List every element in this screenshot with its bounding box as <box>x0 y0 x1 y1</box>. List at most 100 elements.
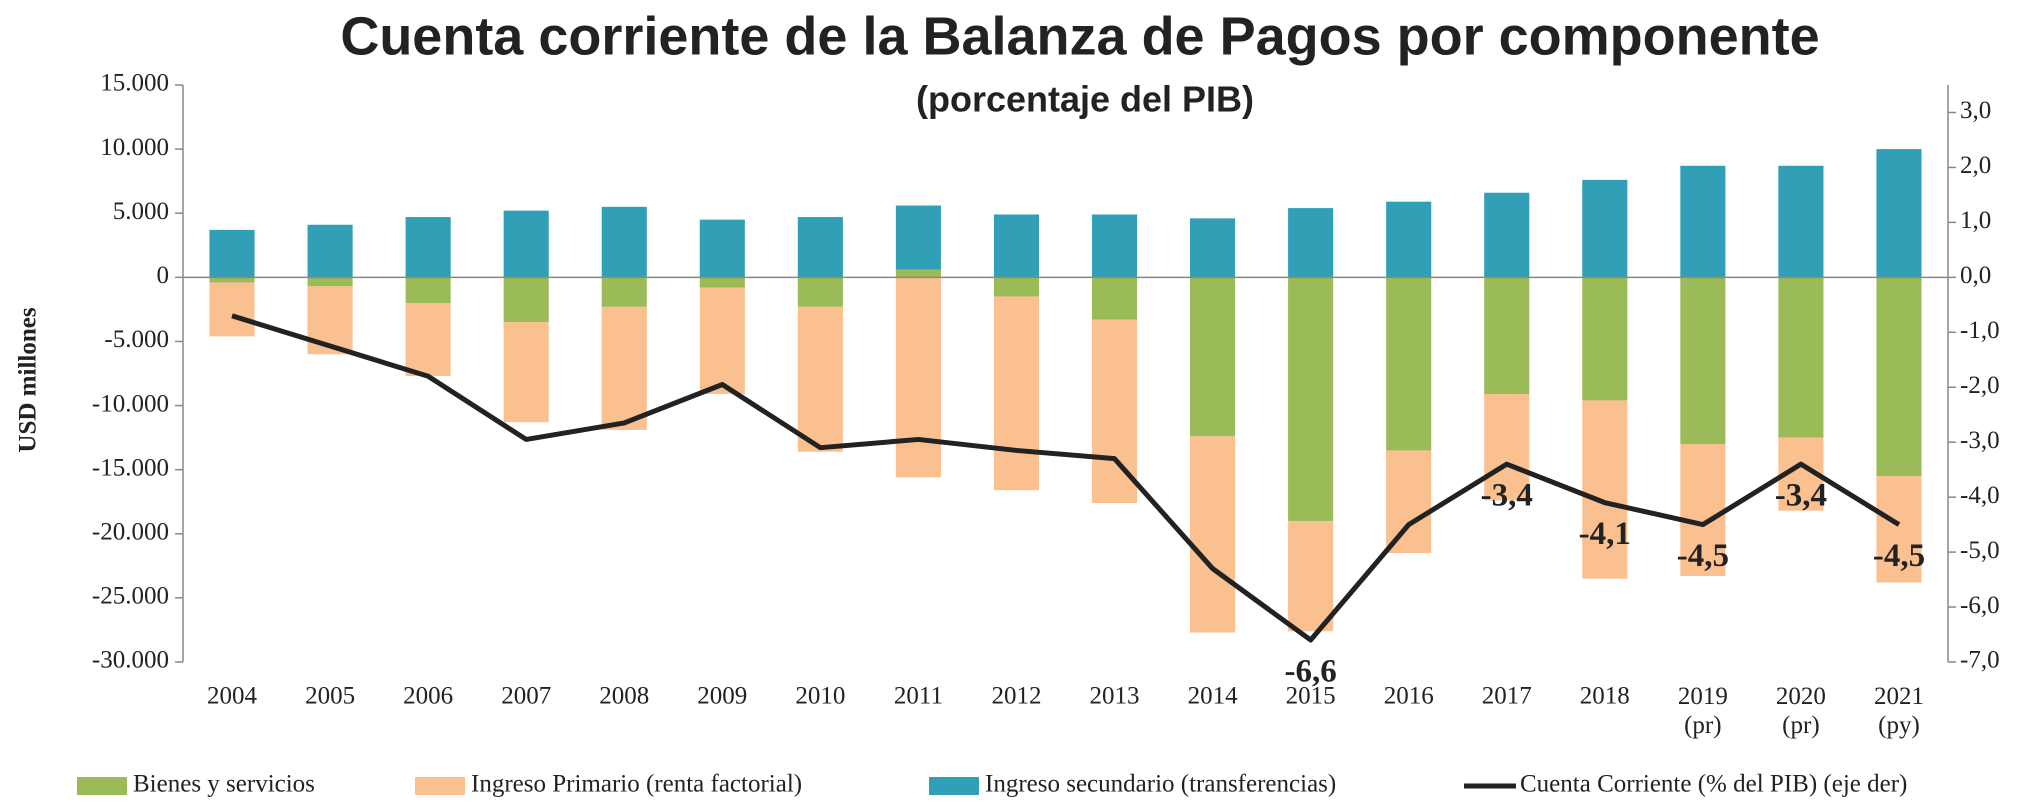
bar <box>405 302 451 377</box>
data-label: -4,5 <box>1677 538 1729 574</box>
y-axis-title: USD millones <box>15 307 42 452</box>
x-tick-label: 2004 <box>207 683 258 710</box>
y-tick-label: 10.000 <box>100 134 169 161</box>
x-tick-label: 2017 <box>1482 683 1532 710</box>
x-tick-label: 2005 <box>305 683 355 710</box>
x-tick-label: 2011 <box>894 683 943 710</box>
bar <box>405 217 451 278</box>
bar <box>503 322 549 423</box>
bar <box>307 277 353 287</box>
bar <box>601 306 647 430</box>
x-tick-label: 2020 (pr) <box>1776 683 1826 739</box>
bar <box>1582 277 1628 401</box>
y2-tick-label: -4,0 <box>1960 482 2000 509</box>
y2-tick-label: -3,0 <box>1960 427 2000 454</box>
legend-swatch <box>929 777 979 795</box>
bar <box>307 224 353 278</box>
x-tick-label: 2009 <box>697 683 747 710</box>
bar <box>209 229 255 278</box>
y2-tick-label: 1,0 <box>1960 207 1991 234</box>
bar <box>993 277 1040 297</box>
bar <box>797 277 843 307</box>
x-tick-label: 2018 <box>1580 683 1630 710</box>
bar <box>699 277 745 288</box>
y-tick-label: -25.000 <box>92 583 169 610</box>
bar <box>601 277 647 307</box>
bar <box>895 269 941 278</box>
bar <box>1778 165 1824 278</box>
data-label: -6,6 <box>1285 654 1337 690</box>
chart-subtitle: (porcentaje del PIB) <box>916 79 1254 120</box>
x-tick-label: 2019 (pr) <box>1678 683 1728 739</box>
bar <box>1386 201 1432 278</box>
bar <box>1680 444 1726 577</box>
legend-swatch <box>77 777 127 795</box>
bar <box>1190 436 1236 633</box>
legend-label: Bienes y servicios <box>133 771 315 798</box>
legend-label: Cuenta Corriente (% del PIB) (eje der) <box>1520 771 1907 798</box>
x-tick-label: 2021 (py) <box>1874 683 1924 739</box>
bar <box>503 210 549 278</box>
bar <box>895 277 941 478</box>
bar <box>699 219 745 278</box>
bar <box>209 277 255 283</box>
bar <box>1484 394 1530 501</box>
x-tick-label: 2008 <box>599 683 649 710</box>
bar <box>1288 520 1334 632</box>
y2-tick-label: 3,0 <box>1960 97 1991 124</box>
y-tick-label: -15.000 <box>92 454 169 481</box>
x-tick-label: 2014 <box>1188 683 1239 710</box>
legend-label: Ingreso secundario (transferencias) <box>985 771 1336 798</box>
y-tick-label: 5.000 <box>113 198 169 225</box>
bar <box>1386 450 1432 554</box>
bar <box>1288 208 1334 278</box>
legend-swatch <box>415 777 465 795</box>
y-tick-label: -10.000 <box>92 390 169 417</box>
data-label: -4,1 <box>1579 516 1631 552</box>
y2-tick-label: -6,0 <box>1960 592 2000 619</box>
bar <box>1876 149 1922 278</box>
bar <box>1582 179 1628 278</box>
x-tick-label: 2013 <box>1090 683 1140 710</box>
bar <box>1778 277 1824 438</box>
y-tick-label: -30.000 <box>92 647 169 674</box>
line <box>231 313 1901 643</box>
x-tick-label: 2007 <box>501 683 551 710</box>
x-tick-label: 2012 <box>991 683 1041 710</box>
x-tick-label: 2006 <box>403 683 453 710</box>
x-tick-label: 2010 <box>795 683 845 710</box>
y2-tick-label: -1,0 <box>1960 317 2000 344</box>
bar <box>699 287 745 395</box>
bar <box>993 296 1040 491</box>
bar <box>1680 165 1726 278</box>
y-tick-label: 0 <box>157 262 170 289</box>
data-label: -3,4 <box>1481 478 1533 514</box>
y-tick-label: 15.000 <box>100 70 169 97</box>
bar <box>1876 476 1922 583</box>
bar <box>503 277 549 323</box>
data-label: -4,5 <box>1873 538 1925 574</box>
bar <box>209 282 255 337</box>
data-label: -3,4 <box>1775 478 1827 514</box>
y2-tick-label: 0,0 <box>1960 262 1991 289</box>
bar <box>797 217 843 278</box>
bar <box>1091 214 1138 278</box>
bar <box>1484 192 1530 278</box>
legend-label: Ingreso Primario (renta factorial) <box>471 771 802 798</box>
bar <box>1876 277 1922 477</box>
y2-tick-label: -7,0 <box>1960 647 2000 674</box>
y-tick-label: -20.000 <box>92 519 169 546</box>
bar <box>895 205 941 270</box>
bar <box>1680 277 1726 445</box>
y2-tick-label: 2,0 <box>1960 152 1991 179</box>
bar <box>1386 277 1432 451</box>
y-tick-label: -5.000 <box>104 326 169 353</box>
bar <box>601 206 647 278</box>
chart-title: Cuenta corriente de la Balanza de Pagos … <box>340 6 1819 66</box>
x-tick-label: 2015 <box>1286 683 1336 710</box>
bar <box>1288 277 1334 521</box>
y2-tick-label: -5,0 <box>1960 537 2000 564</box>
bar <box>1190 218 1236 278</box>
bar <box>1582 400 1628 579</box>
